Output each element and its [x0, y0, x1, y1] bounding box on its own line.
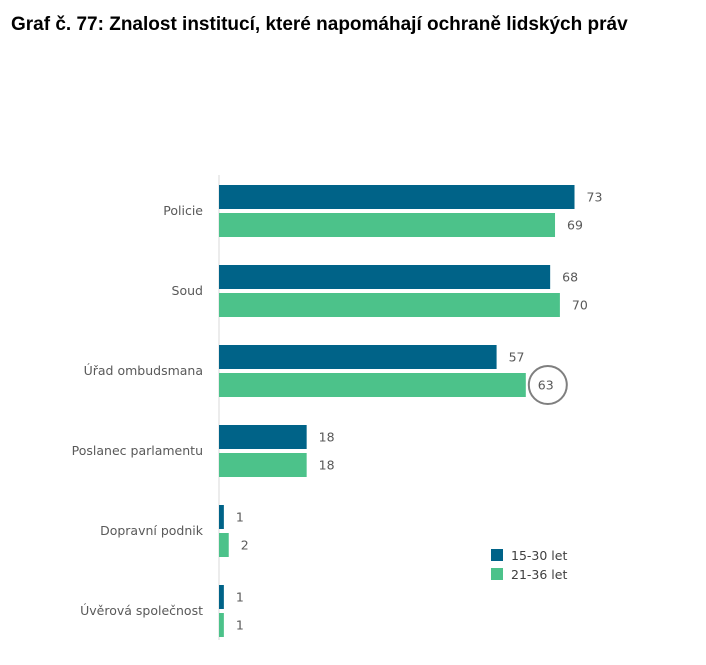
legend-swatch [491, 568, 503, 580]
bar-policie-15-30-let [219, 185, 575, 209]
highlight-circle [527, 365, 568, 405]
category-label: Poslanec parlamentu [72, 443, 203, 458]
value-label: 1 [236, 590, 244, 605]
category-label: Dopravní podnik [100, 523, 204, 538]
value-label: 73 [587, 190, 603, 205]
bar-urad-ombudsmana-21-36-let [219, 373, 526, 397]
category-label: Soud [172, 283, 203, 298]
category-label: Úvěrová společnost [80, 603, 203, 618]
bar-policie-21-36-let [219, 213, 556, 237]
value-label: 1 [236, 618, 244, 633]
bar-poslanec-parlamentu-21-36-let [219, 453, 307, 477]
chart-title: Graf č. 77: Znalost institucí, které nap… [11, 14, 628, 35]
value-label: 18 [319, 458, 335, 473]
value-label: 1 [236, 510, 244, 525]
category-label: Policie [163, 203, 203, 218]
legend-label: 21-36 let [511, 567, 567, 582]
value-label: 69 [567, 218, 583, 233]
category-label: Úřad ombudsmana [84, 363, 203, 378]
value-label: 68 [562, 270, 578, 285]
bar-dopravni-podnik-15-30-let [219, 505, 224, 529]
bar-dopravni-podnik-21-36-let [219, 533, 229, 557]
value-label: 57 [509, 350, 525, 365]
bar-soud-15-30-let [219, 265, 551, 289]
bar-uverova-spolecnost-21-36-let [219, 613, 224, 637]
legend-label: 15-30 let [511, 548, 567, 563]
value-label: 2 [241, 538, 249, 553]
bar-poslanec-parlamentu-15-30-let [219, 425, 307, 449]
bar-uverova-spolecnost-15-30-let [219, 585, 224, 609]
value-label: 70 [572, 298, 588, 313]
value-label: 18 [319, 430, 335, 445]
bar-urad-ombudsmana-15-30-let [219, 345, 497, 369]
value-label: 63 [538, 378, 554, 393]
legend-swatch [491, 549, 503, 561]
bar-soud-21-36-let [219, 293, 560, 317]
